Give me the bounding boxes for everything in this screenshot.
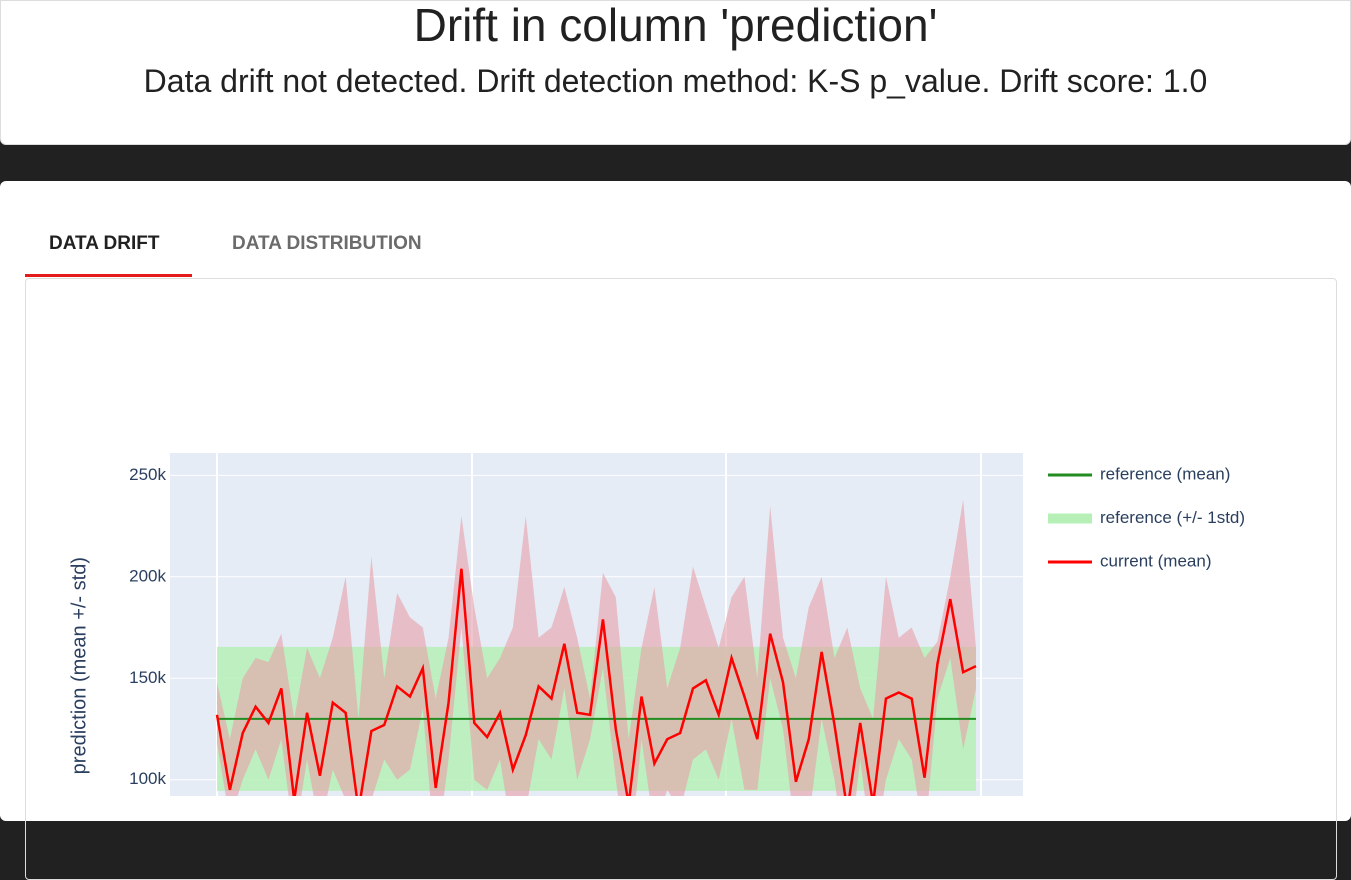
current-band <box>217 499 976 796</box>
y-tick-label: 250k <box>129 465 166 484</box>
tab[interactable]: DATA DISTRIBUTION <box>232 233 422 254</box>
tab-indicator <box>25 274 192 277</box>
y-axis-title: prediction (mean +/- std) <box>68 557 90 774</box>
chart: 100k 150k 200k 250k prediction (mean +/- std… <box>68 453 1245 796</box>
legend-label: current (mean) <box>1100 551 1211 570</box>
legend-label: reference (+/- 1std) <box>1100 508 1245 527</box>
legend-label: reference (mean) <box>1100 464 1230 483</box>
subtitle: Data drift not detected. Drift detection… <box>143 63 1208 99</box>
header-card: Drift in column 'prediction' Data drift … <box>0 0 1351 145</box>
tab[interactable]: DATA DRIFT <box>49 233 160 254</box>
y-tick-label: 200k <box>129 566 166 585</box>
legend-swatch <box>1048 513 1092 524</box>
y-tick-label: 100k <box>129 769 166 788</box>
title: Drift in column 'prediction' <box>413 0 938 51</box>
y-tick-label: 150k <box>129 668 166 687</box>
